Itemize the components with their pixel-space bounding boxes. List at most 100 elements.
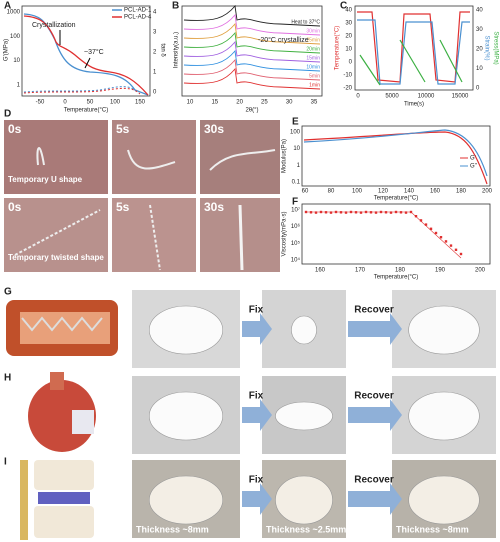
- label: E: [292, 117, 299, 128]
- label: 200: [482, 189, 493, 195]
- label: Temperature(°C): [374, 275, 418, 281]
- label: 140: [404, 189, 415, 195]
- point: [329, 211, 333, 214]
- label: Recover: [354, 305, 394, 316]
- arrow: [242, 313, 272, 345]
- sample: [209, 149, 276, 171]
- label: 0: [356, 94, 360, 100]
- point: [449, 244, 453, 247]
- label: tan δ: [159, 43, 165, 57]
- label: 100: [110, 100, 121, 106]
- vertebra: [34, 460, 94, 490]
- label: 20min: [306, 46, 320, 52]
- label: 10: [13, 58, 20, 64]
- photo: [4, 198, 108, 272]
- label: Temperature(°C): [335, 26, 341, 70]
- label: Fix: [249, 391, 264, 402]
- label: 10: [187, 100, 194, 106]
- point: [424, 223, 428, 226]
- label: 30: [476, 27, 483, 33]
- label: 35: [311, 100, 318, 106]
- label: 10: [293, 146, 300, 152]
- point: [389, 211, 393, 214]
- label: -50: [36, 100, 45, 106]
- label: 15000: [452, 94, 469, 100]
- point: [404, 211, 408, 214]
- curve: [23, 86, 139, 94]
- label: Heat to 37°C: [291, 19, 320, 25]
- label: 25: [261, 100, 268, 106]
- curve: [359, 39, 463, 86]
- curve: [303, 131, 488, 185]
- label: 0s: [8, 122, 22, 136]
- point: [419, 219, 423, 222]
- sample: [148, 391, 224, 441]
- label: 30min: [306, 28, 320, 34]
- curve: [303, 129, 488, 177]
- point: [314, 211, 318, 214]
- photos: [4, 120, 280, 272]
- curve: [306, 211, 462, 259]
- label: G: [4, 287, 12, 298]
- point: [444, 240, 448, 243]
- label: Fix: [249, 305, 264, 316]
- patch: [72, 410, 94, 434]
- sample: [14, 209, 101, 256]
- label: 100: [10, 34, 21, 40]
- label: Strain(%): [483, 35, 489, 60]
- point: [429, 227, 433, 230]
- label: 1000: [7, 10, 21, 16]
- sample: [36, 147, 45, 166]
- label: I: [4, 457, 7, 468]
- label: 100: [290, 130, 301, 136]
- label: Temporary U shape: [8, 175, 83, 184]
- photo: [4, 120, 108, 194]
- label: H: [4, 373, 11, 384]
- label: ~37°C: [84, 48, 104, 56]
- label: 10min: [306, 64, 320, 70]
- label: -10: [343, 73, 352, 79]
- label: 5s: [116, 200, 130, 214]
- label: G'(MPa): [4, 39, 10, 61]
- plot-frame: [301, 125, 491, 187]
- sample: [408, 305, 480, 355]
- sample: [127, 149, 176, 170]
- label: PCL-AD-1: [124, 8, 152, 14]
- label: Intensity(a.u.): [174, 32, 180, 68]
- label: 30: [345, 21, 352, 27]
- photo-rows: [132, 290, 496, 538]
- arrow: [348, 483, 402, 515]
- label: 4: [153, 10, 157, 16]
- label: 30: [286, 100, 293, 106]
- arrow: [84, 57, 91, 69]
- label: 5min: [309, 73, 320, 79]
- spine: [20, 460, 28, 540]
- label: 30s: [204, 122, 224, 136]
- label: 160: [430, 189, 441, 195]
- label: 20: [476, 47, 483, 53]
- arrow: [348, 313, 402, 345]
- curves: [183, 4, 321, 90]
- sample: [291, 315, 317, 345]
- aorta: [50, 372, 64, 390]
- sample: [275, 401, 333, 431]
- label: 40: [476, 8, 483, 14]
- sample: [148, 305, 224, 355]
- plot-frame: [301, 203, 491, 265]
- label: C: [340, 1, 347, 12]
- label: G': [470, 156, 476, 162]
- label: 0s: [8, 200, 22, 214]
- sample: [408, 391, 480, 441]
- label: 20: [345, 34, 352, 40]
- label: D: [4, 109, 11, 120]
- plot-frame: [354, 5, 474, 91]
- label: 150: [135, 100, 146, 106]
- label: 0: [63, 100, 67, 106]
- label: 5s: [116, 122, 130, 136]
- label: 30s: [204, 200, 224, 214]
- curve: [183, 58, 321, 81]
- label: 10⁴: [291, 257, 301, 264]
- label: 25min: [306, 37, 320, 43]
- sample: [275, 475, 333, 525]
- arrow: [348, 399, 402, 431]
